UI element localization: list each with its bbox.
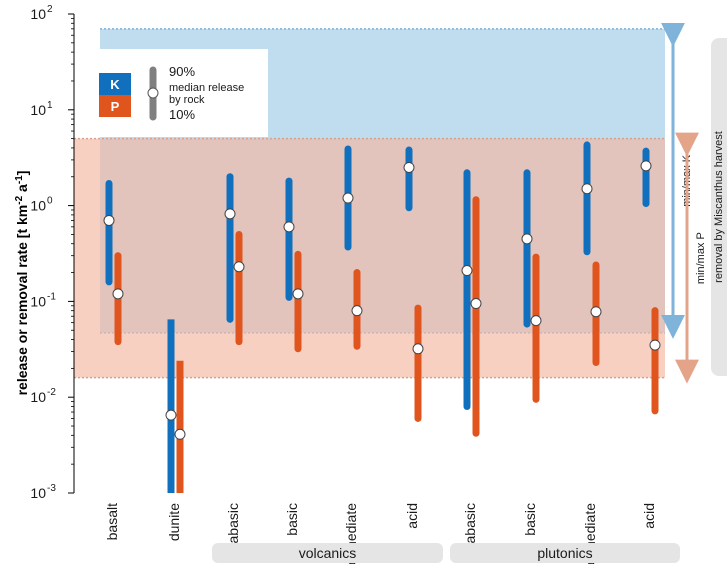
median-marker-p: [649, 339, 661, 351]
median-marker-k: [342, 192, 354, 204]
median-marker-p: [292, 288, 304, 300]
band-layer: [74, 28, 665, 379]
y-axis-title-part: release or removal rate [t km: [14, 205, 30, 396]
median-marker-k: [224, 208, 236, 220]
band-p: [74, 138, 665, 378]
y-tick-label: 10: [30, 293, 46, 309]
range-arrow-label: min/max P: [695, 232, 707, 284]
legend-p-swatch: [99, 95, 131, 117]
y-tick-label: 10: [30, 389, 46, 405]
median-marker-p: [590, 306, 602, 318]
legend-k-swatch: [99, 73, 131, 95]
side-label: removal by Miscanthus harvest: [713, 131, 725, 283]
x-tick-label: basic: [284, 503, 300, 536]
group-labels: volcanics plutonics: [212, 543, 680, 563]
y-axis-title-part: a: [14, 184, 30, 196]
bar-layer: [103, 141, 661, 493]
x-tick-label: acid: [641, 503, 657, 529]
y-tick-label: 10: [30, 198, 46, 214]
median-marker-k: [103, 214, 115, 226]
legend-median-label-1: median release: [169, 82, 244, 94]
y-axis-title: release or removal rate [t km-2 a-1]: [14, 171, 31, 396]
x-tick-label: basalt: [104, 503, 120, 540]
y-tick-label: 10: [30, 6, 46, 22]
group-label: volcanics: [299, 545, 357, 561]
median-marker-k: [521, 233, 533, 245]
x-tick-label: dunite: [166, 503, 182, 541]
median-marker-k: [283, 221, 295, 233]
y-tick-exponent: -1: [47, 291, 56, 302]
median-marker-p: [530, 315, 542, 327]
median-marker-k: [165, 409, 177, 421]
median-marker-p: [351, 305, 363, 317]
legend-p-label: P: [111, 99, 120, 114]
median-marker-k: [403, 161, 415, 173]
legend-median-label-2: by rock: [169, 94, 205, 106]
y-tick-exponent: -2: [47, 387, 56, 398]
median-marker-k: [640, 160, 652, 172]
median-marker-p: [412, 343, 424, 355]
legend-bottom-label: 10%: [169, 107, 195, 122]
group-box: [450, 543, 680, 563]
y-axis-title-part: ]: [14, 171, 30, 176]
legend-median-marker: [147, 87, 159, 99]
legend-k-label: K: [110, 77, 120, 92]
y-tick-exponent: 0: [47, 196, 53, 207]
median-marker-k: [461, 265, 473, 277]
y-tick-exponent: 2: [47, 4, 53, 15]
y-axis-title-exponent: -1: [14, 175, 25, 184]
y-tick-exponent: 1: [47, 100, 53, 111]
median-marker-k: [581, 183, 593, 195]
group-label: plutonics: [537, 545, 592, 561]
legend-top-label: 90%: [169, 64, 195, 79]
median-marker-p: [470, 298, 482, 310]
y-axis-title-exponent: -2: [14, 195, 25, 204]
median-marker-p: [174, 428, 186, 440]
y-tick-label: 10: [30, 102, 46, 118]
y-tick-exponent: -3: [47, 483, 56, 494]
x-tick-label: acid: [404, 503, 420, 529]
side-label-box: [711, 38, 727, 376]
median-marker-p: [112, 288, 124, 300]
y-tick-label: 10: [30, 485, 46, 501]
group-box: [212, 543, 443, 563]
median-marker-p: [233, 261, 245, 273]
x-tick-label: basic: [522, 503, 538, 536]
